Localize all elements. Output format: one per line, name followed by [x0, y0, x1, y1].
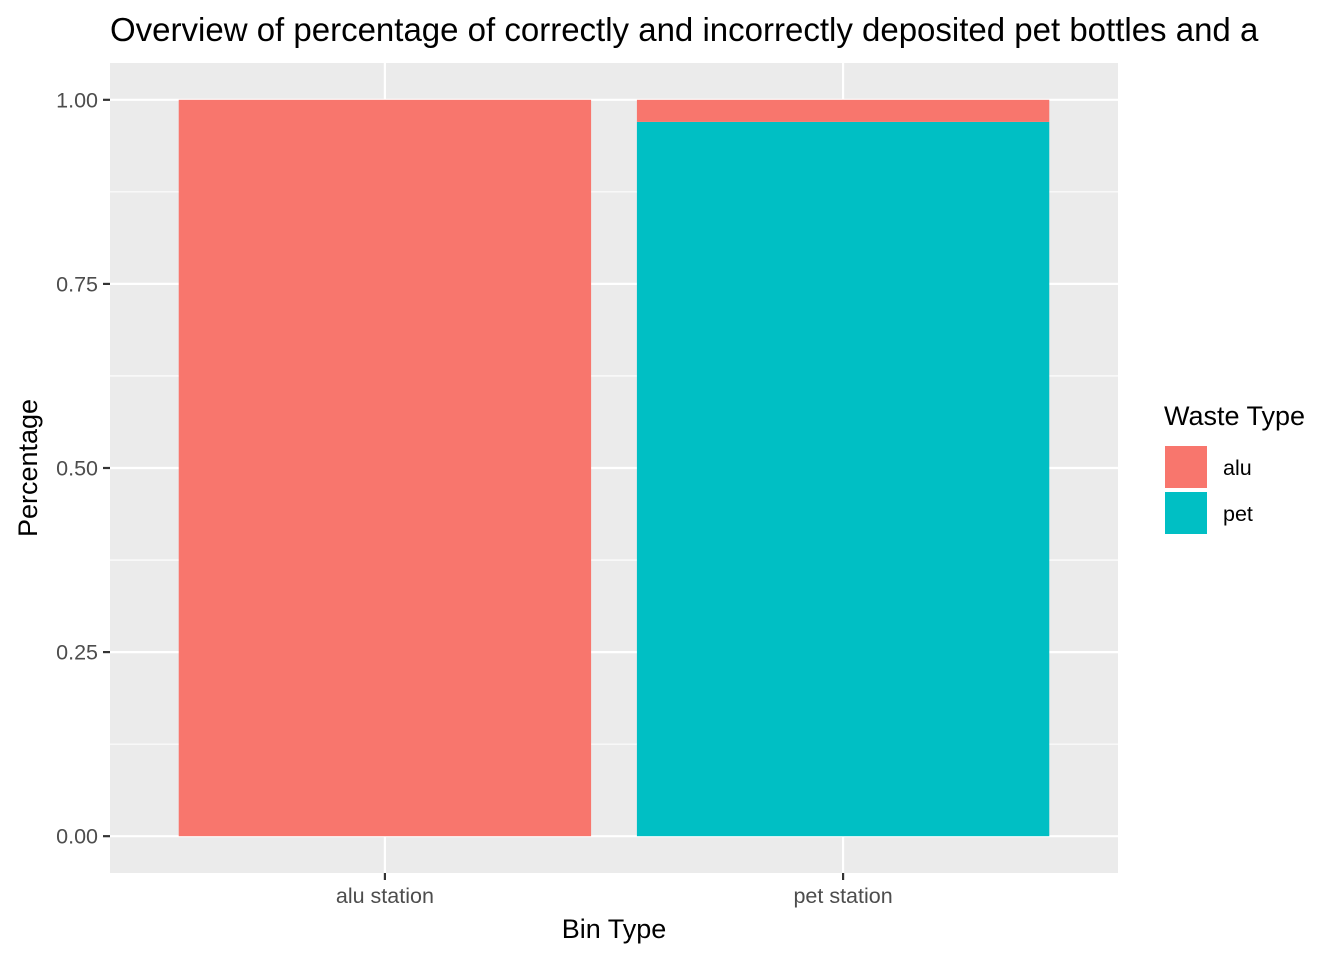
legend-key-alu: [1163, 444, 1209, 490]
legend-title: Waste Type: [1164, 401, 1305, 431]
y-tick-label: 0.50: [56, 457, 98, 481]
bar-alu-alu-station: [178, 99, 592, 837]
bars: [178, 99, 1050, 837]
legend-key-pet: [1163, 490, 1209, 536]
legend-label-alu: alu: [1223, 456, 1252, 480]
bar-pet-pet-station: [636, 121, 1050, 837]
y-tick-label: 0.75: [56, 272, 98, 296]
y-axis: 0.00 0.25 0.50 0.75 1.00: [56, 88, 110, 849]
legend-label-pet: pet: [1223, 502, 1253, 526]
bar-alu-pet-station: [636, 99, 1050, 122]
y-tick-label: 0.00: [56, 825, 98, 849]
y-tick-label: 1.00: [56, 88, 98, 112]
x-axis-title: Bin Type: [562, 914, 667, 944]
y-axis-title: Percentage: [13, 399, 43, 537]
y-tick-label: 0.25: [56, 641, 98, 665]
legend: Waste Type alu pet: [1163, 401, 1305, 536]
x-tick-label: alu station: [336, 884, 434, 908]
chart-title: Overview of percentage of correctly and …: [110, 11, 1259, 48]
x-tick-label: pet station: [793, 884, 892, 908]
x-axis: alu station pet station: [336, 873, 893, 908]
